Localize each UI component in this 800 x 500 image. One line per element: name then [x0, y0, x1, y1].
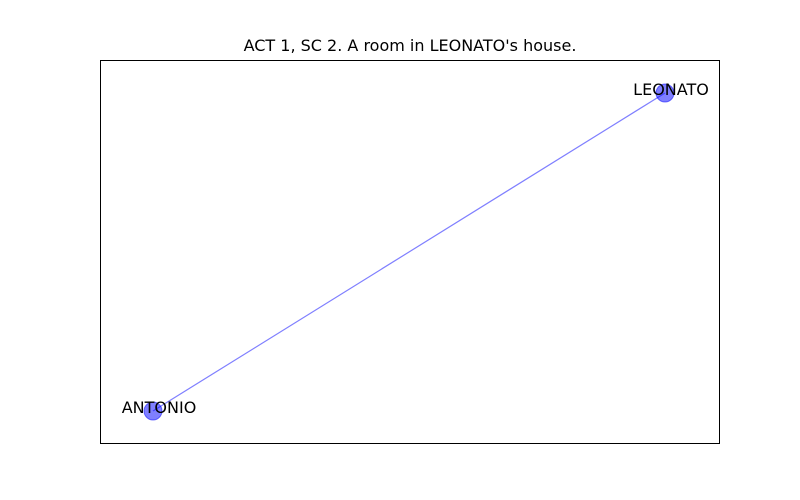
node-label-antonio: ANTONIO	[122, 398, 197, 417]
graph-node-leonato	[655, 83, 675, 103]
labels-layer: LEONATO ANTONIO	[122, 80, 709, 417]
graph-edge-leonato-antonio	[152, 92, 666, 412]
nodes-layer	[143, 83, 675, 421]
graph-node-antonio	[143, 401, 163, 421]
edges-layer	[152, 92, 666, 412]
node-label-leonato: LEONATO	[633, 80, 709, 99]
plot-frame	[100, 60, 720, 444]
figure-title: ACT 1, SC 2. A room in LEONATO's house.	[243, 36, 577, 55]
